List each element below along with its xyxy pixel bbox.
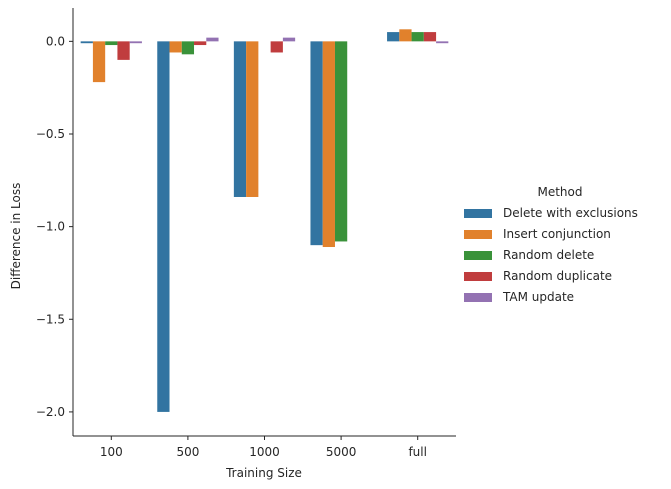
bar-insert-conjunction-500	[169, 41, 182, 53]
x-tick-label: 5000	[326, 445, 357, 459]
bars-group	[80, 29, 449, 412]
legend: Method Delete with exclusions Insert conj…	[464, 185, 638, 304]
bar-tam-update-full	[436, 41, 449, 44]
y-tick-label: −2.0	[36, 405, 65, 419]
x-tick-label: 500	[176, 445, 199, 459]
ticks-group: 0.0 −0.5 −1.0 −1.5 −2.0 100 500 1000 5000 full	[36, 34, 427, 459]
bar-random-delete-5000	[334, 41, 348, 242]
bar-random-duplicate-100	[117, 41, 130, 60]
legend-label: Delete with exclusions	[503, 206, 638, 220]
legend-label: Random duplicate	[503, 269, 612, 283]
bar-tam-update-100	[129, 41, 142, 44]
x-tick-label: full	[408, 445, 427, 459]
bar-tam-update-1000	[282, 37, 296, 42]
x-tick-label: 1000	[249, 445, 280, 459]
legend-swatch	[464, 272, 492, 281]
legend-swatch	[464, 251, 492, 260]
bar-tam-update-500	[206, 37, 219, 42]
legend-swatch	[464, 230, 492, 239]
bar-random-delete-500	[181, 41, 195, 55]
bar-random-delete-100	[105, 41, 118, 46]
bar-insert-conjunction-1000	[246, 41, 259, 197]
bar-insert-conjunction-5000	[322, 41, 335, 248]
y-tick-label: 0.0	[46, 34, 65, 48]
legend-title: Method	[537, 185, 582, 199]
legend-label: Insert conjunction	[503, 227, 611, 241]
bar-random-duplicate-1000	[270, 41, 283, 53]
bar-delete-with-exclusions-1000	[233, 41, 247, 197]
legend-label: TAM update	[502, 290, 574, 304]
bar-delete-with-exclusions-5000	[310, 41, 323, 246]
y-tick-label: −1.0	[36, 220, 65, 234]
bar-random-duplicate-500	[194, 41, 207, 46]
x-tick-label: 100	[100, 445, 123, 459]
legend-swatch	[464, 209, 492, 218]
bar-insert-conjunction-100	[92, 41, 106, 83]
bar-random-delete-full	[411, 32, 424, 42]
legend-label: Random delete	[503, 248, 594, 262]
y-axis-label: Difference in Loss	[9, 183, 23, 290]
y-tick-label: −0.5	[36, 127, 65, 141]
bar-delete-with-exclusions-full	[387, 32, 400, 42]
bar-insert-conjunction-full	[399, 29, 412, 42]
legend-swatch	[464, 293, 492, 302]
bar-delete-with-exclusions-100	[80, 41, 93, 44]
bar-delete-with-exclusions-500	[157, 41, 170, 412]
x-axis-label: Training Size	[225, 466, 302, 480]
y-tick-label: −1.5	[36, 312, 65, 326]
bar-random-duplicate-full	[423, 32, 437, 42]
axes-group	[72, 8, 456, 437]
